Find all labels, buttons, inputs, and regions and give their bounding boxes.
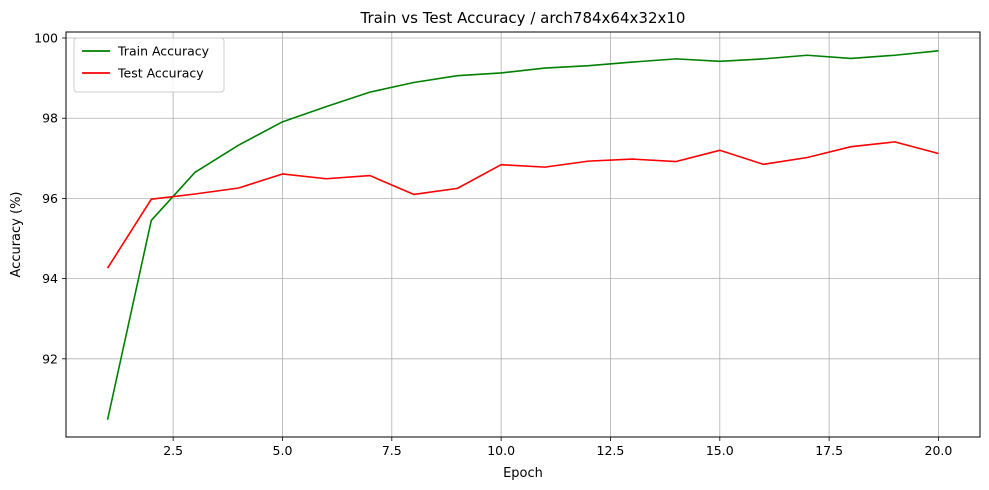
x-tick-label: 15.0: [706, 443, 734, 458]
y-tick-label: 98: [42, 111, 58, 126]
axis-ticks: 2.5 5.0 7.5 10.0 12.5 15.0 17.5 20.0 92 94 96 98 100: [34, 31, 952, 458]
x-axis-label: Epoch: [503, 466, 543, 481]
x-tick-label: 12.5: [597, 443, 625, 458]
x-tick-label: 10.0: [487, 443, 515, 458]
train-accuracy-line: [106, 50, 939, 420]
legend: Train Accuracy Test Accuracy: [73, 37, 225, 93]
grid: [66, 32, 980, 437]
plot-frame: [65, 31, 981, 438]
x-tick-label: 17.5: [815, 443, 843, 458]
y-tick-label: 100: [34, 31, 58, 46]
x-tick-label: 2.5: [163, 443, 183, 458]
test-accuracy-line: [106, 141, 939, 269]
x-tick-label: 5.0: [273, 443, 293, 458]
legend-label-test-accuracy: Test Accuracy: [117, 66, 204, 81]
y-axis-label: Accuracy (%): [9, 192, 24, 278]
x-tick-label: 7.5: [382, 443, 402, 458]
legend-box: [73, 37, 225, 93]
y-tick-label: 96: [42, 191, 58, 206]
chart-title: Train vs Test Accuracy / arch784x64x32x1…: [360, 9, 686, 27]
x-tick-label: 20.0: [925, 443, 953, 458]
series-lines: [106, 50, 939, 420]
y-tick-label: 94: [42, 271, 58, 286]
legend-label-train-accuracy: Train Accuracy: [117, 44, 210, 59]
y-tick-label: 92: [42, 351, 58, 366]
